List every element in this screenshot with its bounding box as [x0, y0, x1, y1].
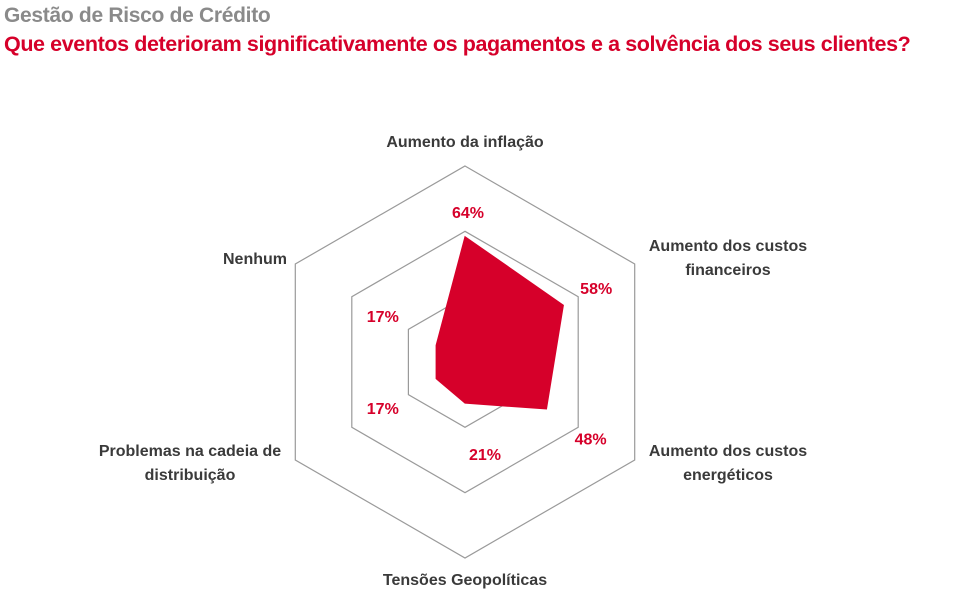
axis-label: Aumento dos custos energéticos [649, 443, 807, 484]
axis-label: Aumento dos custos financeiros [649, 238, 807, 279]
chart-subtitle: Gestão de Risco de Crédito [4, 4, 271, 27]
axis-label: Problemas na cadeia de distribuição [99, 443, 281, 484]
data-label: 17% [367, 401, 399, 418]
radar-data-labels: 64% 58% 48% 21% 17% 17% [367, 205, 612, 464]
data-label: 21% [469, 447, 501, 464]
series-area [435, 235, 564, 410]
axis-label: Tensões Geopolíticas [383, 572, 547, 589]
grid-ring-2 [351, 230, 579, 494]
radar-axis-labels: Aumento da inflação Aumento dos custos fin… [99, 134, 807, 589]
radar-series [435, 235, 564, 410]
axis-label: Aumento da inflação [386, 134, 544, 151]
data-label: 48% [575, 432, 607, 449]
data-label: 17% [367, 309, 399, 326]
chart-title: Que eventos deterioram significativament… [4, 32, 911, 56]
data-label: 64% [452, 205, 484, 222]
axis-label: Nenhum [223, 251, 287, 268]
grid-ring-3 [294, 165, 636, 559]
chart-header: Gestão de Risco de Crédito Que eventos d… [4, 2, 911, 58]
data-label: 58% [580, 281, 612, 298]
